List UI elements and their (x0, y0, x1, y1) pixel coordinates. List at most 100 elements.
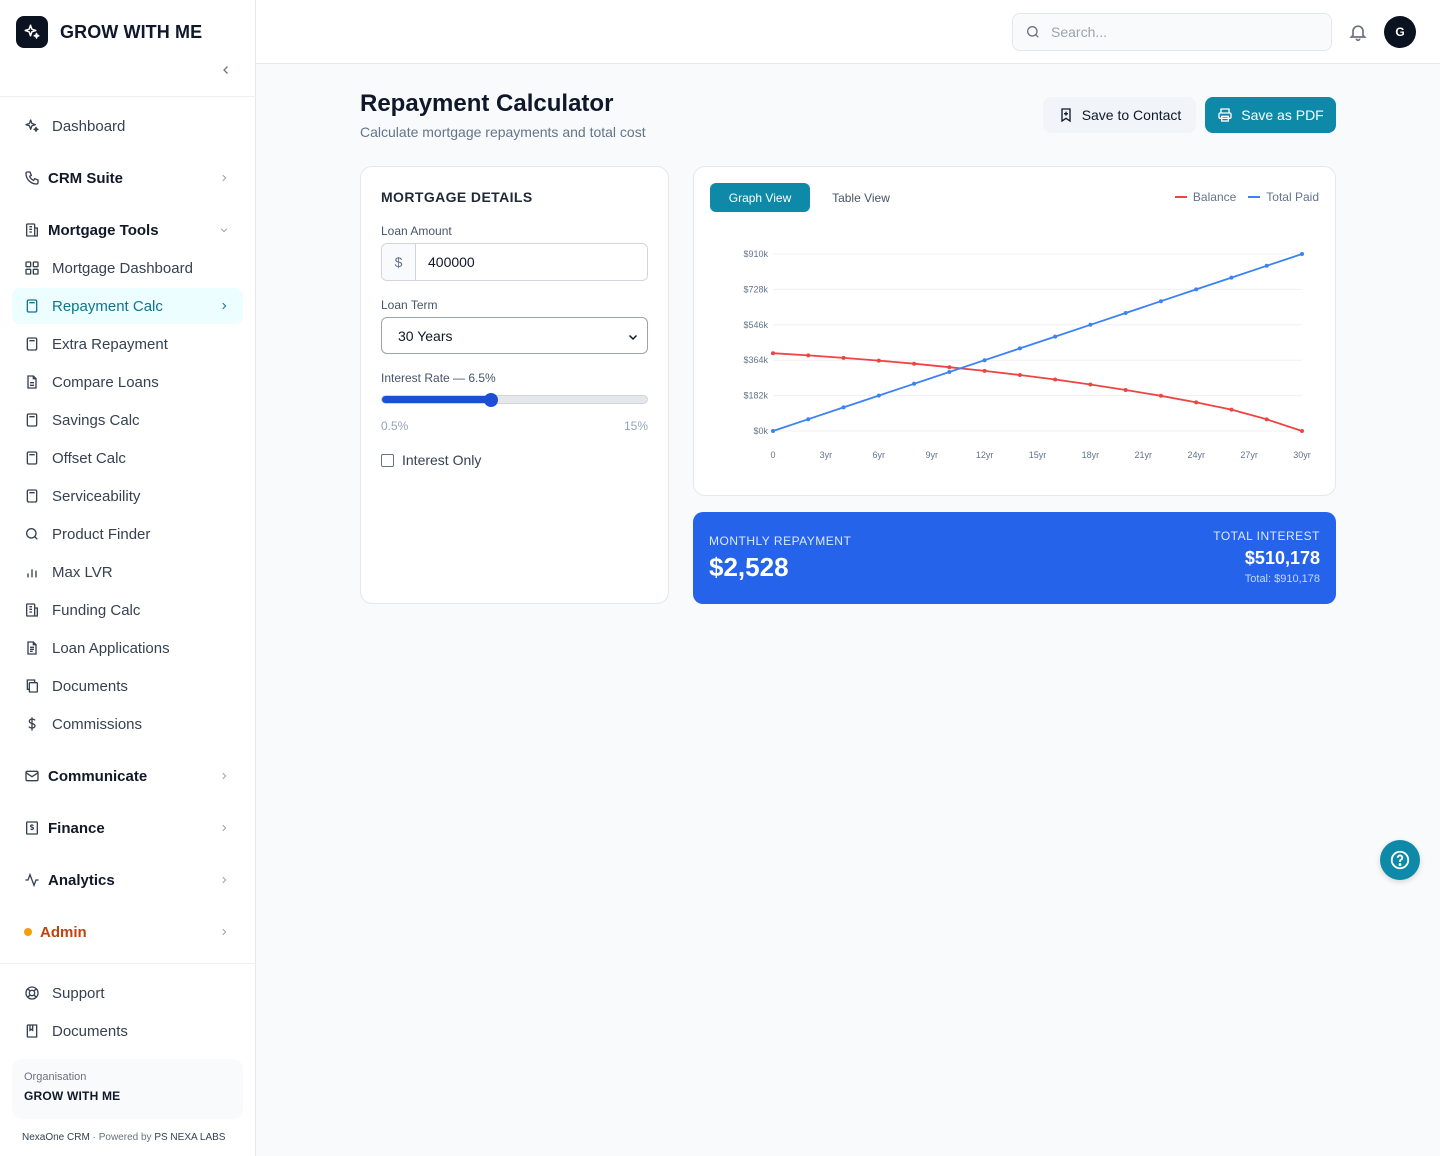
data-point-total-paid (912, 381, 917, 386)
bookmark-plus-icon (1061, 108, 1071, 123)
sidebar-item-extra-repayment[interactable]: Extra Repayment (12, 326, 243, 362)
sidebar-item-label: Funding Calc (52, 601, 141, 619)
sidebar-item-label: Documents (52, 1022, 128, 1040)
sidebar-item-label: Offset Calc (52, 449, 126, 467)
sidebar-item-loan-applications[interactable]: Loan Applications (12, 630, 243, 666)
repayment-summary-card: MONTHLY REPAYMENT $2,528 TOTAL INTEREST … (693, 512, 1336, 604)
data-point-total-paid (1053, 334, 1058, 339)
interest-rate-slider-thumb[interactable] (484, 393, 499, 407)
save-to-contact-label: Save to Contact (1081, 107, 1182, 123)
organisation-label: Organisation (24, 1071, 87, 1083)
calculator-icon (24, 298, 40, 314)
interest-only-label: Interest Only (402, 452, 482, 468)
loan-term-select[interactable]: 30 Years (381, 317, 648, 354)
sidebar-item-max-lvr[interactable]: Max LVR (12, 554, 243, 590)
data-point-total-paid (1264, 263, 1269, 268)
sidebar-item-mortgage-dashboard[interactable]: Mortgage Dashboard (12, 250, 243, 286)
sidebar-section-analytics[interactable]: Analytics (12, 862, 243, 898)
interest-rate-slider[interactable] (381, 395, 648, 404)
sidebar-item-label: Mortgage Dashboard (52, 259, 193, 277)
sidebar-item-label: Loan Applications (52, 639, 170, 657)
brand[interactable]: GROW WITH ME (16, 16, 202, 48)
building-icon (24, 602, 40, 618)
sidebar-item-commissions[interactable]: Commissions (12, 706, 243, 742)
data-point-total-paid (1123, 311, 1128, 316)
interest-rate-min: 0.5% (381, 419, 409, 433)
data-point-balance (1053, 377, 1058, 382)
data-point-balance (1017, 372, 1022, 377)
data-point-total-paid (876, 393, 881, 398)
collapse-sidebar-button[interactable] (216, 60, 236, 80)
sidebar-section-finance[interactable]: Finance (12, 810, 243, 846)
sidebar-section-label: Admin (40, 923, 87, 941)
file-text-icon (24, 640, 40, 656)
tab-graph-view[interactable]: Graph View (710, 183, 810, 212)
data-point-total-paid (1088, 322, 1093, 327)
data-point-balance (1158, 393, 1163, 398)
legend-label: Total Paid (1266, 190, 1319, 204)
sidebar-item-dashboard[interactable]: Dashboard (12, 108, 243, 144)
interest-only-option[interactable]: Interest Only (381, 452, 481, 468)
mortgage-details-title: MORTGAGE DETAILS (381, 189, 533, 205)
admin-status-dot (24, 928, 32, 936)
organisation-card[interactable]: Organisation GROW WITH ME (12, 1059, 243, 1119)
sidebar-item-repayment-calc[interactable]: Repayment Calc (12, 288, 243, 324)
sidebar-section-label: CRM Suite (48, 169, 123, 187)
interest-rate-slider-fill (382, 396, 493, 403)
data-point-total-paid (982, 358, 987, 363)
monthly-repayment-value: $2,528 (709, 552, 789, 582)
receipt-dollar-icon (24, 820, 40, 836)
notifications-button[interactable] (1348, 22, 1368, 42)
calculator-icon (24, 488, 40, 504)
save-to-contact-button[interactable]: Save to Contact (1043, 97, 1196, 133)
sidebar-item-compare-loans[interactable]: Compare Loans (12, 364, 243, 400)
sidebar-item-support[interactable]: Support (12, 975, 243, 1011)
sidebar-item-documents-footer[interactable]: Documents (12, 1013, 243, 1049)
sidebar-section-communicate[interactable]: Communicate (12, 758, 243, 794)
chart-card: Graph View Table View Balance Total Paid… (693, 166, 1336, 496)
topbar: G (256, 0, 1440, 64)
sidebar-item-serviceability[interactable]: Serviceability (12, 478, 243, 514)
sidebar-item-funding-calc[interactable]: Funding Calc (12, 592, 243, 628)
sidebar-section-mortgage-tools[interactable]: Mortgage Tools (12, 212, 243, 248)
footer-product: NexaOne CRM (22, 1132, 90, 1143)
search-input[interactable] (1051, 24, 1311, 40)
bar-chart-icon (24, 564, 40, 580)
sidebar-item-label: Serviceability (52, 487, 141, 505)
user-avatar[interactable]: G (1384, 16, 1416, 48)
x-tick-label: 18yr (1082, 450, 1100, 460)
activity-icon (24, 872, 40, 888)
loan-term-label: Loan Term (381, 298, 438, 312)
help-button[interactable] (1380, 840, 1420, 880)
sidebar-item-label: Commissions (52, 715, 143, 733)
data-point-total-paid (771, 429, 775, 433)
tab-table-view[interactable]: Table View (832, 190, 890, 205)
total-interest-label: TOTAL INTEREST (1213, 529, 1320, 543)
x-tick-label: 27yr (1240, 450, 1258, 460)
sidebar-item-label: Savings Calc (52, 411, 140, 429)
building-icon (24, 222, 40, 238)
loan-amount-input[interactable] (416, 244, 647, 280)
x-tick-label: 0 (770, 450, 775, 460)
data-point-total-paid (841, 405, 846, 410)
footer-separator: · (92, 1132, 96, 1143)
lifebuoy-icon (24, 985, 40, 1001)
save-as-pdf-button[interactable]: Save as PDF (1205, 97, 1336, 133)
sidebar-item-offset-calc[interactable]: Offset Calc (12, 440, 243, 476)
sidebar-item-label: Documents (52, 677, 128, 695)
interest-only-checkbox[interactable] (381, 453, 394, 467)
data-point-balance (806, 353, 811, 358)
loan-amount-field: $ (381, 243, 648, 281)
sidebar-section-crm-suite[interactable]: CRM Suite (12, 160, 243, 196)
x-tick-label: 15yr (1029, 450, 1047, 460)
sidebar-item-savings-calc[interactable]: Savings Calc (12, 402, 243, 438)
interest-rate-label: Interest Rate — 6.5% (381, 371, 496, 385)
search-box[interactable] (1012, 13, 1332, 51)
sidebar-item-documents[interactable]: Documents (12, 668, 243, 704)
data-point-balance (841, 355, 846, 360)
sidebar-item-product-finder[interactable]: Product Finder (12, 516, 243, 552)
chevron-down-icon (217, 223, 231, 237)
sidebar-section-admin[interactable]: Admin (12, 914, 243, 950)
sidebar-item-label: Support (52, 984, 105, 1002)
footer-company: PS NEXA LABS (154, 1132, 226, 1143)
